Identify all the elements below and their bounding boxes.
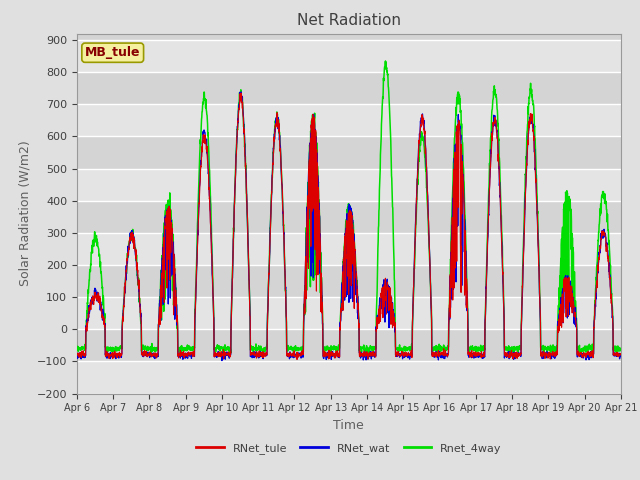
Bar: [77, 40, 621, 72]
X-axis label: Time: Time: [333, 419, 364, 432]
Bar: [77, 104, 621, 136]
Bar: [77, 233, 621, 265]
Title: Net Radiation: Net Radiation: [297, 13, 401, 28]
Bar: [77, 297, 621, 329]
Legend: RNet_tule, RNet_wat, Rnet_4way: RNet_tule, RNet_wat, Rnet_4way: [191, 438, 506, 458]
Y-axis label: Solar Radiation (W/m2): Solar Radiation (W/m2): [18, 141, 31, 287]
Text: MB_tule: MB_tule: [85, 46, 140, 59]
Bar: [77, 168, 621, 201]
Bar: [77, 361, 621, 394]
